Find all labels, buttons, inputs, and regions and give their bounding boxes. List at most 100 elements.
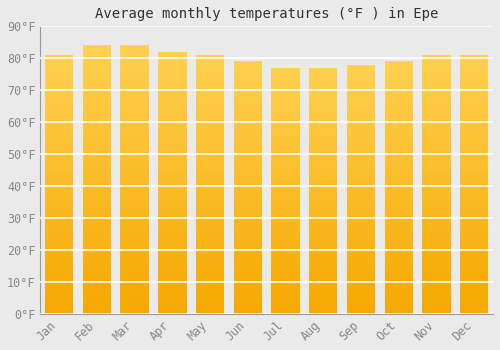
Bar <box>384 298 413 299</box>
Bar <box>196 82 224 84</box>
Bar <box>422 200 450 201</box>
Bar <box>45 303 74 305</box>
Bar <box>120 245 149 247</box>
Bar <box>196 194 224 195</box>
Bar <box>347 295 375 296</box>
Bar <box>196 183 224 184</box>
Bar <box>45 133 74 134</box>
Bar <box>196 272 224 274</box>
Bar <box>384 220 413 222</box>
Bar <box>120 300 149 302</box>
Bar <box>158 271 186 272</box>
Bar <box>83 70 111 71</box>
Bar <box>83 266 111 267</box>
Bar <box>272 261 299 262</box>
Bar <box>158 52 186 53</box>
Bar <box>83 261 111 263</box>
Bar <box>272 303 299 304</box>
Bar <box>45 272 74 274</box>
Bar <box>234 265 262 266</box>
Bar <box>309 283 338 284</box>
Bar <box>83 239 111 240</box>
Bar <box>422 59 450 60</box>
Bar <box>120 57 149 59</box>
Bar <box>460 156 488 157</box>
Bar <box>120 236 149 237</box>
Bar <box>234 73 262 74</box>
Bar <box>422 260 450 261</box>
Bar <box>347 174 375 176</box>
Bar <box>234 173 262 174</box>
Bar <box>272 99 299 100</box>
Bar <box>422 120 450 121</box>
Bar <box>384 75 413 77</box>
Bar <box>45 280 74 281</box>
Bar <box>83 107 111 108</box>
Bar <box>234 188 262 189</box>
Bar <box>272 304 299 305</box>
Bar <box>158 214 186 216</box>
Bar <box>83 108 111 110</box>
Bar <box>347 283 375 284</box>
Bar <box>272 180 299 181</box>
Bar <box>460 225 488 226</box>
Bar <box>45 114 74 116</box>
Bar <box>347 169 375 170</box>
Bar <box>422 268 450 270</box>
Bar <box>158 180 186 182</box>
Bar <box>45 94 74 95</box>
Bar <box>422 187 450 188</box>
Bar <box>158 138 186 140</box>
Bar <box>196 133 224 134</box>
Bar <box>120 127 149 129</box>
Bar <box>422 221 450 222</box>
Bar <box>83 94 111 95</box>
Bar <box>272 150 299 152</box>
Bar <box>384 202 413 203</box>
Bar <box>196 217 224 218</box>
Bar <box>234 194 262 195</box>
Bar <box>120 255 149 256</box>
Bar <box>158 146 186 147</box>
Bar <box>234 62 262 63</box>
Bar <box>347 263 375 264</box>
Bar <box>120 126 149 127</box>
Bar <box>120 98 149 99</box>
Bar <box>196 138 224 139</box>
Bar <box>347 306 375 308</box>
Bar <box>384 260 413 261</box>
Bar <box>83 282 111 283</box>
Bar <box>234 267 262 268</box>
Bar <box>158 137 186 138</box>
Bar <box>158 125 186 127</box>
Bar <box>309 208 338 209</box>
Bar <box>120 219 149 220</box>
Bar <box>384 271 413 272</box>
Bar <box>347 190 375 192</box>
Bar <box>272 187 299 188</box>
Bar <box>196 116 224 117</box>
Bar <box>460 296 488 297</box>
Bar <box>196 85 224 86</box>
Bar <box>158 270 186 271</box>
Bar <box>234 229 262 231</box>
Bar <box>272 244 299 245</box>
Bar <box>309 121 338 122</box>
Bar <box>120 64 149 65</box>
Bar <box>45 260 74 261</box>
Bar <box>234 293 262 294</box>
Bar <box>422 309 450 310</box>
Bar <box>384 152 413 154</box>
Bar <box>347 203 375 204</box>
Bar <box>422 174 450 175</box>
Bar <box>196 160 224 161</box>
Bar <box>120 250 149 251</box>
Bar <box>234 142 262 144</box>
Bar <box>272 68 299 69</box>
Bar <box>384 208 413 209</box>
Bar <box>120 279 149 280</box>
Bar <box>422 236 450 238</box>
Bar <box>422 162 450 164</box>
Bar <box>196 256 224 257</box>
Bar <box>422 271 450 272</box>
